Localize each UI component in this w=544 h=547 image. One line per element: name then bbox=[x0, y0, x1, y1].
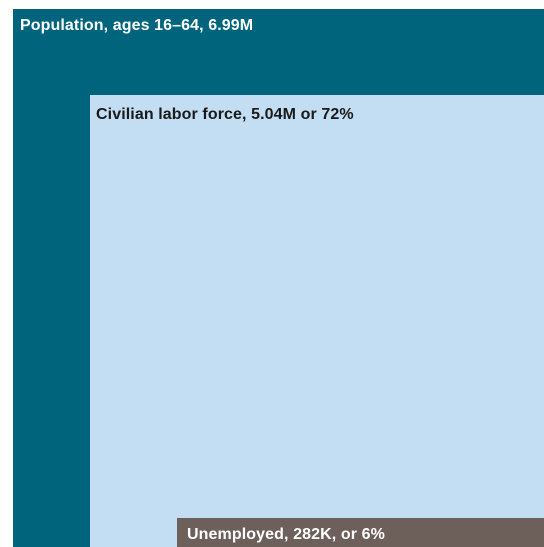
unemployed-label: Unemployed, 282K, or 6% bbox=[187, 526, 385, 543]
civilian-labor-force-box: Civilian labor force, 5.04M or 72% bbox=[90, 95, 544, 547]
civilian-labor-force-label: Civilian labor force, 5.04M or 72% bbox=[96, 106, 354, 123]
unemployed-box: Unemployed, 282K, or 6% bbox=[177, 518, 544, 547]
population-label: Population, ages 16–64, 6.99M bbox=[20, 17, 254, 34]
